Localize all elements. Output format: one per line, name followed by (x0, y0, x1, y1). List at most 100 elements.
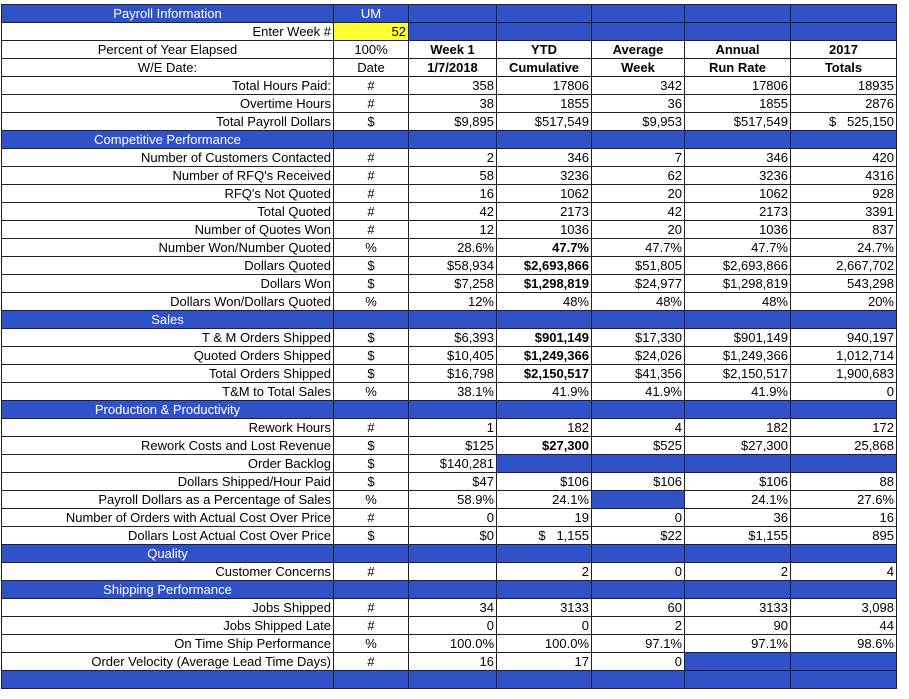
value-cell: $10,405 (408, 346, 497, 365)
unit-cell (333, 580, 409, 599)
value-cell: 88 (790, 472, 897, 491)
value-cell: $24,026 (591, 346, 685, 365)
value-cell: $2,150,517 (496, 364, 592, 383)
value-cell: $517,549 (496, 112, 592, 131)
row-label: Dollars Lost Actual Cost Over Price (1, 526, 334, 545)
unit-cell: # (333, 94, 409, 113)
row-label: Order Backlog (1, 454, 334, 473)
value-cell: 58.9% (408, 490, 497, 509)
row-label: Sales (1, 310, 334, 329)
value-cell (591, 490, 685, 509)
unit-cell (333, 400, 409, 419)
row-label: Total Hours Paid: (1, 76, 334, 95)
value-cell: 47.7% (496, 238, 592, 257)
value-cell: 2 (684, 562, 791, 581)
value-cell (591, 670, 685, 689)
value-cell (496, 4, 592, 23)
value-cell: 0 (408, 508, 497, 527)
value-cell (790, 400, 897, 419)
unit-cell: # (333, 418, 409, 437)
value-cell (684, 130, 791, 149)
value-cell: 928 (790, 184, 897, 203)
value-cell: 0 (591, 508, 685, 527)
row-label: Number of RFQ's Received (1, 166, 334, 185)
value-cell: 346 (496, 148, 592, 167)
row: On Time Ship Performance% 100.0% 100.0% 97.… (1, 634, 897, 653)
value-cell (408, 580, 497, 599)
value-cell: 98.6% (790, 634, 897, 653)
value-cell: 41.9% (684, 382, 791, 401)
row: Quality (1, 544, 897, 563)
row-label: RFQ's Not Quoted (1, 184, 334, 203)
unit-cell: # (333, 508, 409, 527)
value-cell (591, 400, 685, 419)
value-cell (408, 544, 497, 563)
value-cell: 97.1% (684, 634, 791, 653)
value-cell (591, 22, 685, 41)
value-cell: 48% (684, 292, 791, 311)
row-label: Jobs Shipped Late (1, 616, 334, 635)
unit-cell: # (333, 166, 409, 185)
unit-cell: $ (333, 346, 409, 365)
value-cell (790, 130, 897, 149)
row-label: Production & Productivity (1, 400, 334, 419)
value-cell: 1855 (496, 94, 592, 113)
row-label: Number of Orders with Actual Cost Over P… (1, 508, 334, 527)
value-cell: 34 (408, 598, 497, 617)
value-cell: $1,298,819 (496, 274, 592, 293)
unit-cell[interactable]: 52 (333, 22, 409, 41)
value-cell: 36 (591, 94, 685, 113)
value-cell: $27,300 (684, 436, 791, 455)
value-cell: $9,953 (591, 112, 685, 131)
value-cell (408, 22, 497, 41)
unit-cell: $ (333, 274, 409, 293)
value-cell: Cumulative (496, 58, 592, 77)
value-cell (790, 310, 897, 329)
value-cell: 172 (790, 418, 897, 437)
value-cell: 2173 (496, 202, 592, 221)
value-cell: 12 (408, 220, 497, 239)
row-label: Payroll Dollars as a Percentage of Sales (1, 490, 334, 509)
value-cell: 41.9% (591, 382, 685, 401)
row: Dollars Quoted $ $58,934 $2,693,866 $51,805 $… (1, 256, 897, 275)
row-label: On Time Ship Performance (1, 634, 334, 653)
value-cell: 42 (408, 202, 497, 221)
value-cell (790, 454, 897, 473)
value-cell: $1,298,819 (684, 274, 791, 293)
value-cell: Week 1 (408, 40, 497, 59)
value-cell: 7 (591, 148, 685, 167)
unit-cell: # (333, 220, 409, 239)
row: Order Backlog $ $140,281 (1, 454, 897, 473)
unit-cell: % (333, 238, 409, 257)
unit-cell: # (333, 184, 409, 203)
value-cell: 3236 (496, 166, 592, 185)
value-cell: 2 (496, 562, 592, 581)
value-cell: 2 (591, 616, 685, 635)
row: T & M Orders Shipped $ $6,393 $901,149 $17,3… (1, 328, 897, 347)
value-cell: 24.1% (496, 490, 592, 509)
value-cell: YTD (496, 40, 592, 59)
row: Quoted Orders Shipped $ $10,405 $1,249,366 $… (1, 346, 897, 365)
row-label: Competitive Performance (1, 130, 334, 149)
row-label: Enter Week # (1, 22, 334, 41)
value-cell: 1,900,683 (790, 364, 897, 383)
value-cell: Average (591, 40, 685, 59)
value-cell: 20 (591, 220, 685, 239)
row: Overtime Hours #38 1855 36 1855 2876 (1, 94, 897, 113)
value-cell: $41,356 (591, 364, 685, 383)
value-cell: 3133 (496, 598, 592, 617)
value-cell: $27,300 (496, 436, 592, 455)
row: Sales (1, 310, 897, 329)
unit-cell (333, 544, 409, 563)
row: Payroll Dollars as a Percentage of Sales… (1, 490, 897, 509)
unit-cell: $ (333, 256, 409, 275)
unit-cell: $ (333, 472, 409, 491)
value-cell: $901,149 (684, 328, 791, 347)
value-cell: $525 (591, 436, 685, 455)
value-cell (408, 670, 497, 689)
unit-cell: 100% (333, 40, 409, 59)
value-cell: 420 (790, 148, 897, 167)
value-cell (790, 580, 897, 599)
row: Jobs Shipped #34 3133 60 3133 3,098 (1, 598, 897, 617)
value-cell: 16 (408, 184, 497, 203)
